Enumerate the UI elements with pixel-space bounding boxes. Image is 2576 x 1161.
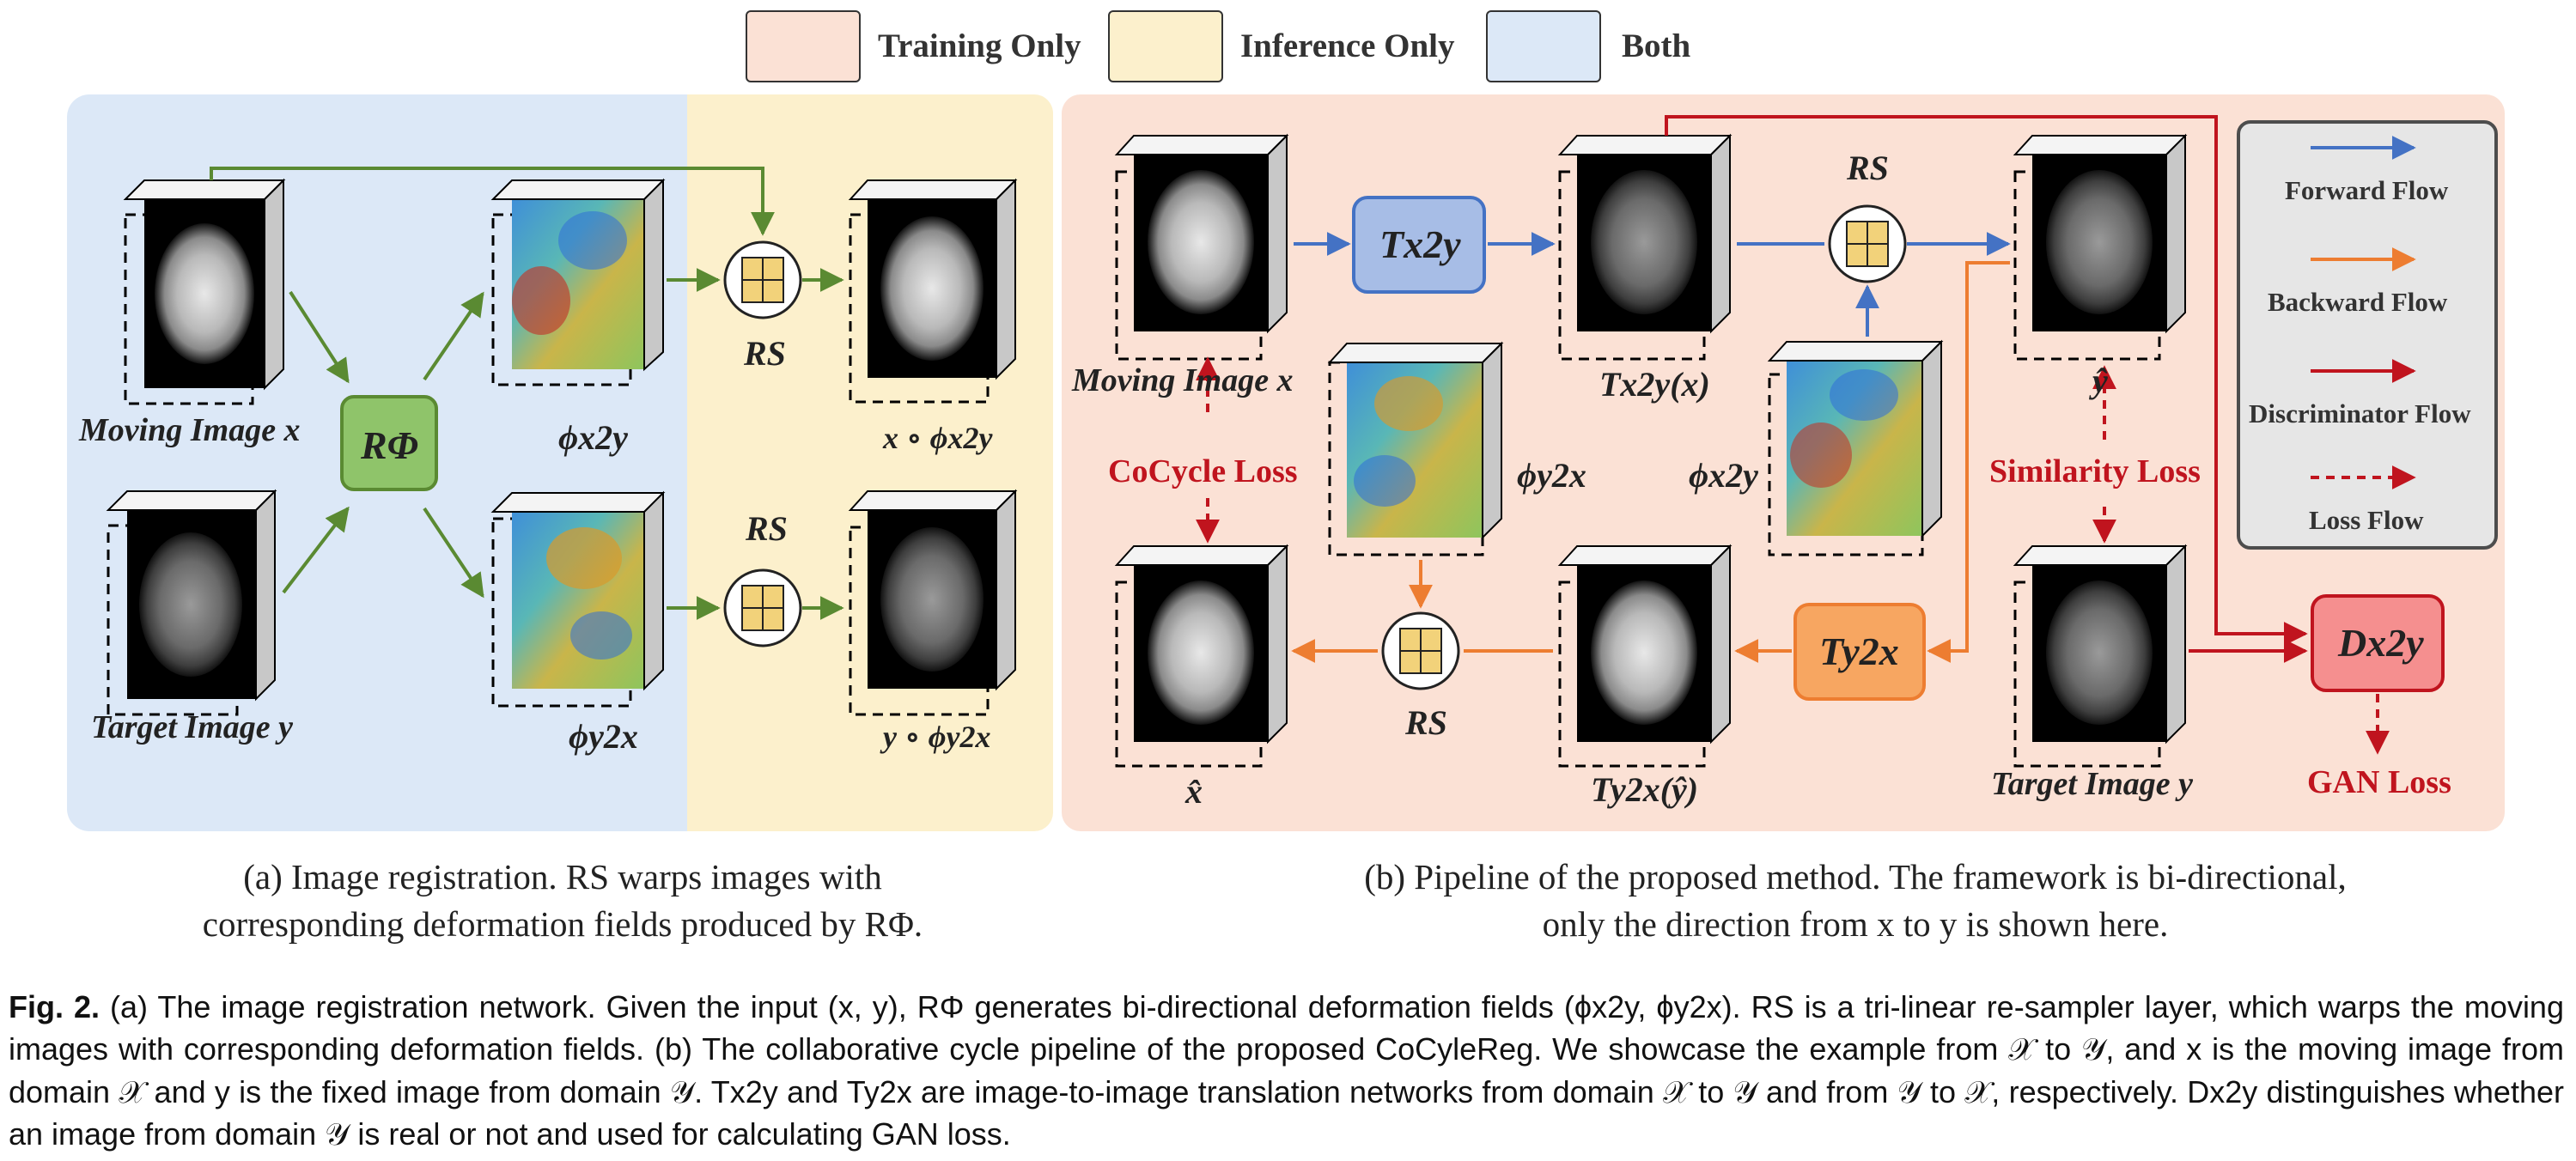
legend-label-inference: Inference Only	[1240, 27, 1455, 64]
label-target-image-a: Target Image y	[91, 709, 294, 745]
flow-legend-arrows	[2311, 136, 2416, 489]
translated-image-ty2x	[1557, 544, 1733, 768]
t-x2y-block	[1352, 196, 1486, 294]
caption-b-line2: only the direction from x to y is shown …	[1542, 904, 2169, 945]
label-moving-image-a: Moving Image x	[79, 412, 301, 448]
resampler-b-top	[1828, 204, 1907, 283]
field-phi-y2x-b	[1327, 341, 1504, 556]
legend-label-training: Training Only	[878, 27, 1081, 64]
image-y-hat	[2013, 133, 2188, 361]
label-t-y2x-yhat: Ty2x(ŷ)	[1591, 770, 1699, 809]
legend-swatch-training	[746, 10, 861, 82]
legend-backward-flow: Backward Flow	[2268, 287, 2448, 317]
label-phi-y2x-b: ϕy2x	[1517, 456, 1586, 495]
target-image-b	[2013, 544, 2188, 768]
field-phi-x2y-a	[490, 178, 666, 386]
label-rs-a-bottom: RS	[746, 509, 788, 548]
label-phi-y2x-a: ϕy2x	[569, 717, 638, 756]
label-y-hat: ŷ	[2092, 362, 2108, 400]
backward-flow-arrows	[1291, 261, 2010, 663]
legend-forward-flow: Forward Flow	[2285, 175, 2449, 205]
figure-caption-label: Fig. 2.	[9, 989, 100, 1024]
caption-a-line2: corresponding deformation fields produce…	[202, 904, 923, 945]
label-rs-a-top: RS	[744, 334, 786, 373]
label-similarity-loss: Similarity Loss	[1989, 453, 2201, 489]
legend-discriminator-flow: Discriminator Flow	[2249, 398, 2471, 429]
label-gan-loss: GAN Loss	[2307, 764, 2451, 800]
legend-label-both: Both	[1622, 27, 1691, 64]
caption-panel-b: (b) Pipeline of the proposed method. The…	[1254, 854, 2457, 949]
label-r-phi: RΦ	[361, 423, 418, 467]
forward-flow-arrows	[1294, 232, 2011, 337]
label-cocycle-loss: CoCycle Loss	[1108, 453, 1298, 489]
caption-panel-a: (a) Image registration. RS warps images …	[120, 854, 1005, 949]
caption-a-line1: (a) Image registration. RS warps images …	[243, 857, 882, 897]
resampler-a-top	[723, 240, 802, 319]
label-x-warp: x ∘ ϕx2y	[883, 421, 993, 455]
label-t-x2y: Tx2y	[1379, 222, 1461, 266]
moving-image-b	[1114, 133, 1289, 361]
flow-legend-panel	[2237, 120, 2498, 550]
legend-loss-flow: Loss Flow	[2309, 505, 2424, 535]
label-rs-b-top: RS	[1847, 149, 1889, 187]
figure-caption-text: (a) The image registration network. Give…	[9, 989, 2564, 1152]
figure-caption: Fig. 2. (a) The image registration netwo…	[9, 986, 2564, 1155]
label-target-image-b: Target Image y	[1991, 766, 2194, 802]
arrows-panel-a	[210, 167, 844, 620]
label-x-hat: x̂	[1185, 772, 1203, 811]
label-rs-b-bottom: RS	[1405, 703, 1447, 742]
loss-flow-arrows	[1196, 356, 2390, 755]
target-image-a	[106, 489, 277, 716]
warped-x-a	[848, 178, 1018, 404]
legend-swatch-inference	[1108, 10, 1223, 82]
moving-image-a	[123, 178, 286, 405]
label-moving-image-b: Moving Image x	[1072, 362, 1294, 398]
label-d-x2y: Dx2y	[2338, 621, 2424, 665]
d-x2y-block	[2311, 594, 2445, 692]
field-phi-x2y-b	[1767, 339, 1944, 556]
resampler-a-bottom	[723, 568, 802, 647]
label-y-warp: y ∘ ϕy2x	[883, 720, 991, 754]
label-phi-x2y-a: ϕx2y	[558, 418, 628, 457]
label-t-y2x: Ty2x	[1819, 629, 1899, 673]
label-t-x2y-x: Tx2y(x)	[1599, 365, 1710, 404]
r-phi-block	[340, 395, 438, 491]
legend-swatch-both	[1486, 10, 1601, 82]
warped-y-a	[848, 489, 1018, 716]
resampler-b-bottom	[1381, 611, 1460, 690]
image-x-hat	[1114, 544, 1289, 768]
field-phi-y2x-a	[490, 490, 666, 708]
label-phi-x2y-b: ϕx2y	[1689, 456, 1758, 495]
caption-b-line1: (b) Pipeline of the proposed method. The…	[1364, 857, 2347, 897]
t-y2x-block	[1793, 603, 1926, 701]
translated-image-tx2y	[1557, 133, 1733, 361]
discriminator-flow-arrows	[1665, 115, 2308, 663]
